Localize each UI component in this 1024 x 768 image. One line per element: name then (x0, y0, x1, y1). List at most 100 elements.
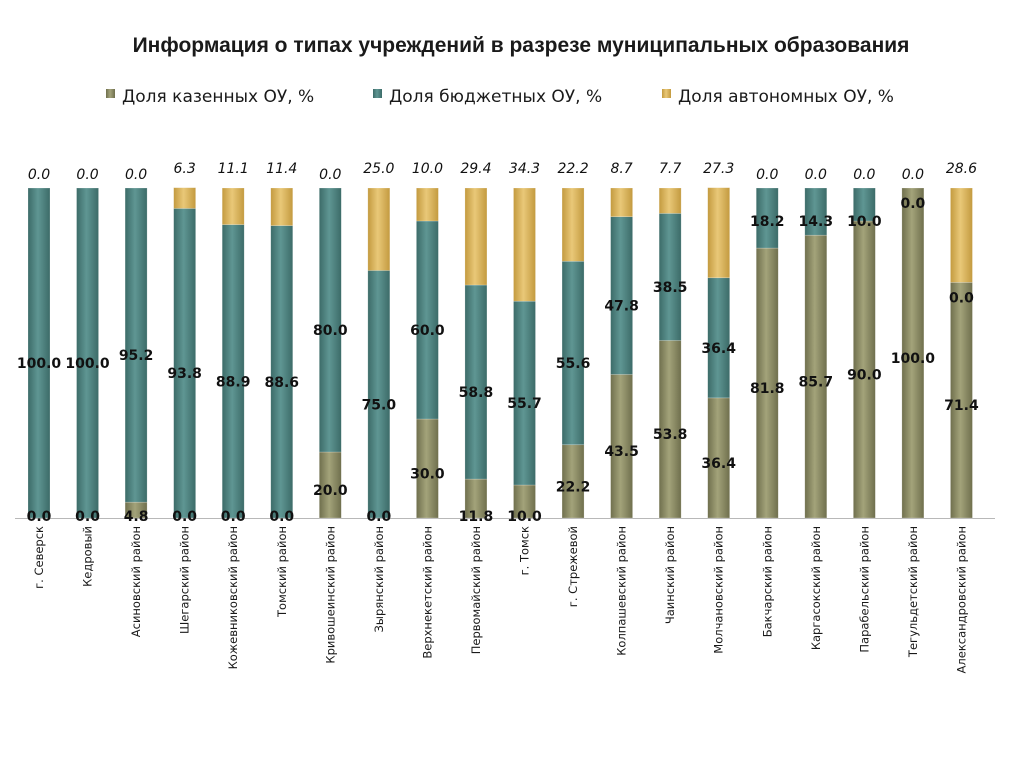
bar-segment-byudzhetnye (610, 216, 633, 375)
bar-segment-byudzhetnye (755, 187, 779, 249)
data-label-avtonomnye: 0.0 (853, 167, 875, 183)
bar-segment-byudzhetnye (27, 187, 51, 519)
bar-segment-avtonomnye (416, 187, 439, 222)
bar-segment-avtonomnye (513, 187, 536, 302)
category-label: Молчановский район (712, 526, 726, 654)
category-label: Шегарский район (178, 526, 192, 634)
bar-segment-byudzhetnye (853, 187, 876, 222)
bar-segment-byudzhetnye (464, 284, 488, 480)
data-label-kazennye: 100.0 (891, 351, 936, 367)
category-label: г. Северск (32, 526, 46, 589)
bar-segment-avtonomnye (270, 187, 294, 226)
data-label-kazennye: 36.4 (701, 456, 736, 472)
data-label-byudzhetnye: 55.7 (507, 396, 542, 412)
data-label-avtonomnye: 8.7 (610, 161, 632, 177)
bar-segment-avtonomnye (658, 187, 682, 214)
data-label-byudzhetnye: 36.4 (701, 341, 736, 357)
data-label-byudzhetnye: 100.0 (65, 356, 110, 372)
data-label-kazennye: 0.0 (172, 509, 197, 525)
legend-swatch-avtonomnye (662, 89, 671, 98)
bar-segment-byudzhetnye (270, 225, 294, 519)
bar-segment-byudzhetnye (561, 260, 585, 446)
category-axis-labels: г. Северск Кедровый Асиновский район Шегарс… (32, 526, 968, 674)
bar-segment-byudzhetnye (416, 220, 439, 420)
data-label-kazennye: 0.0 (366, 509, 391, 525)
data-label-avtonomnye: 34.3 (509, 161, 540, 177)
legend-item-byudzhetnye: Доля бюджетных ОУ, % (373, 87, 602, 107)
data-label-kazennye: 0.0 (27, 509, 52, 525)
data-label-byudzhetnye: 88.6 (264, 375, 299, 391)
data-label-avtonomnye: 25.0 (363, 161, 394, 177)
data-label-byudzhetnye: 93.8 (167, 366, 202, 382)
category-label: Кожевниковский район (226, 526, 240, 669)
category-label: г. Стрежевой (566, 526, 580, 607)
data-label-kazennye: 53.8 (653, 427, 688, 443)
data-label-avtonomnye: 0.0 (805, 167, 827, 183)
data-label-avtonomnye: 0.0 (902, 167, 924, 183)
category-label: Чаинский район (663, 526, 677, 624)
category-label: Колпашевский район (615, 526, 629, 656)
data-label-byudzhetnye: 14.3 (799, 214, 834, 230)
bar-segment-byudzhetnye (658, 213, 682, 341)
plot-area: 0.0 100.0 0.0 0.0 100.0 0.0 4.8 95.2 0.0 0.0 93.8 6… (17, 161, 979, 525)
data-label-avtonomnye: 0.0 (319, 167, 341, 183)
legend-swatch-kazennye (106, 89, 115, 98)
legend-swatch-byudzhetnye (373, 89, 382, 98)
data-label-kazennye: 81.8 (750, 381, 785, 397)
bar-segment-avtonomnye (464, 187, 488, 286)
data-label-kazennye: 11.8 (459, 509, 494, 525)
category-label: Асиновский район (129, 526, 143, 637)
data-label-byudzhetnye: 58.8 (459, 385, 494, 401)
bar-segment-avtonomnye (221, 187, 245, 225)
data-label-byudzhetnye: 80.0 (313, 323, 348, 339)
data-label-avtonomnye: 29.4 (460, 161, 491, 177)
data-label-avtonomnye: 28.6 (946, 161, 977, 177)
data-label-avtonomnye: 11.1 (218, 161, 249, 177)
bar-segment-byudzhetnye (513, 300, 536, 486)
data-label-kazennye: 90.0 (847, 368, 882, 384)
data-label-avtonomnye: 11.4 (266, 161, 297, 177)
category-label: г. Томск (518, 526, 532, 575)
bar-segment-byudzhetnye (318, 187, 342, 453)
legend: Доля казенных ОУ, % Доля бюджетных ОУ, %… (106, 87, 894, 107)
data-label-byudzhetnye: 0.0 (949, 290, 974, 306)
data-label-kazennye: 71.4 (944, 398, 979, 414)
bar-segment-avtonomnye (610, 187, 633, 218)
data-label-avtonomnye: 0.0 (756, 167, 778, 183)
category-label: Тегульдетский район (906, 526, 920, 658)
bar-segment-avtonomnye (561, 187, 585, 262)
category-label: Верхнекетский район (420, 526, 434, 659)
data-label-kazennye: 10.0 (507, 509, 542, 525)
data-label-byudzhetnye: 47.8 (604, 299, 639, 315)
bar-segment-avtonomnye (367, 187, 391, 271)
bar-segment-avtonomnye (707, 187, 731, 279)
data-label-avtonomnye: 7.7 (659, 161, 681, 177)
category-label: Каргасокский район (809, 526, 823, 650)
data-label-avtonomnye: 22.2 (557, 161, 588, 177)
data-label-avtonomnye: 0.0 (28, 167, 50, 183)
data-label-byudzhetnye: 0.0 (900, 196, 925, 212)
bar-segment-kazennye (901, 187, 925, 519)
bar-segment-avtonomnye (173, 187, 196, 209)
bar-segment-byudzhetnye (367, 270, 391, 519)
data-label-byudzhetnye: 75.0 (362, 397, 397, 413)
category-label: Зырянский район (372, 526, 386, 632)
category-label: Кедровый (81, 526, 95, 587)
category-label: Парабельский район (857, 526, 871, 653)
data-label-avtonomnye: 27.3 (703, 161, 734, 177)
bar-segment-byudzhetnye (707, 277, 731, 399)
data-label-kazennye: 0.0 (75, 509, 100, 525)
data-label-kazennye: 43.5 (604, 444, 639, 460)
category-label: Томский район (275, 526, 289, 618)
bar-segment-byudzhetnye (221, 224, 245, 519)
legend-item-avtonomnye: Доля автономных ОУ, % (662, 87, 894, 107)
bar-segment-byudzhetnye (124, 187, 148, 503)
data-label-byudzhetnye: 95.2 (119, 348, 154, 364)
bar-segment-byudzhetnye (76, 187, 99, 519)
bar-segment-byudzhetnye (173, 208, 196, 519)
data-label-avtonomnye: 10.0 (412, 161, 443, 177)
data-label-byudzhetnye: 18.2 (750, 214, 785, 230)
category-label: Первомайский район (469, 526, 483, 654)
legend-label-kazennye: Доля казенных ОУ, % (122, 87, 314, 107)
